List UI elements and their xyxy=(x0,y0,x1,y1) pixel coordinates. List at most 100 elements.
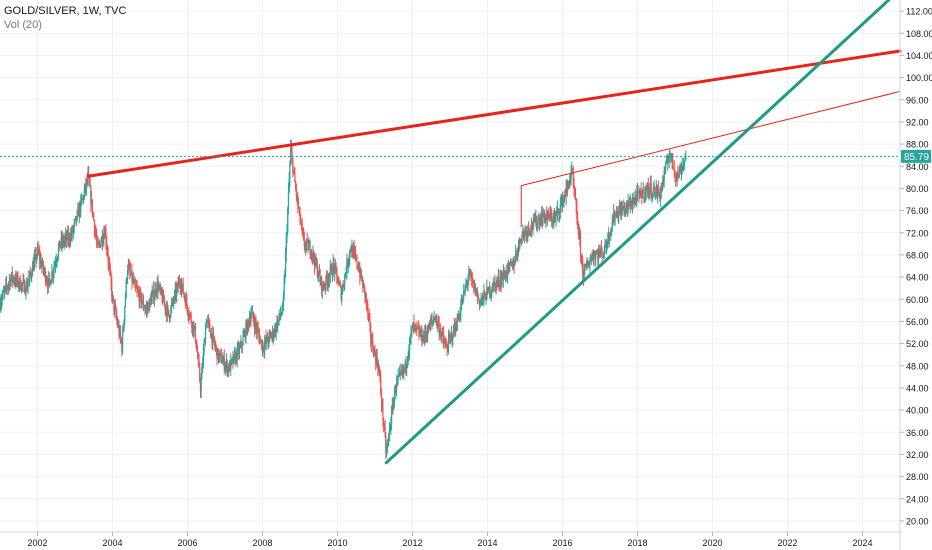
candle-body xyxy=(516,253,518,256)
candle-body xyxy=(25,285,27,294)
candle-body xyxy=(263,349,265,350)
candle-body xyxy=(507,264,510,266)
candle-body xyxy=(475,289,477,295)
candle-body xyxy=(144,308,146,310)
candle-body xyxy=(610,229,612,236)
candle-body xyxy=(625,204,627,210)
candle-body xyxy=(309,243,311,255)
price-axis[interactable]: 20.00 24.00 28.00 32.00 36.00 40.00 44.00 48.00… xyxy=(900,7,932,527)
candle-body xyxy=(22,281,24,285)
candle-body xyxy=(420,329,422,336)
candle-body xyxy=(528,226,530,230)
candle-body xyxy=(163,302,166,304)
candle-body xyxy=(89,184,91,188)
candle-body xyxy=(129,266,131,272)
candle-body xyxy=(223,357,225,369)
candle-body xyxy=(682,165,684,167)
candle-body xyxy=(120,337,122,342)
candle-body xyxy=(176,283,179,288)
candle-body xyxy=(504,275,506,279)
candle-body xyxy=(581,256,583,261)
candle-body xyxy=(149,299,151,301)
candle-body xyxy=(268,333,270,343)
candle-body xyxy=(410,331,412,337)
candle-body xyxy=(123,319,125,328)
candle-body xyxy=(406,363,408,369)
candle-body xyxy=(132,278,134,282)
candle-body xyxy=(236,348,238,361)
trendline-support[interactable] xyxy=(384,0,891,465)
candle-body xyxy=(187,312,189,316)
candle-body xyxy=(561,196,563,202)
candle-body xyxy=(453,325,455,338)
candle-body xyxy=(525,230,527,232)
candle-body xyxy=(315,256,317,265)
candle-body xyxy=(404,361,406,370)
trendline-resistance-minor[interactable] xyxy=(520,90,901,187)
candle-body xyxy=(432,320,434,322)
candle-body xyxy=(4,287,6,291)
y-tick-label: 40.00 xyxy=(906,406,929,416)
candle-body xyxy=(403,368,405,372)
candle-body xyxy=(26,285,28,290)
candle-body xyxy=(626,203,628,205)
candle-body xyxy=(9,280,11,286)
candle-body xyxy=(494,283,497,290)
candle-body xyxy=(630,200,632,208)
candle-body xyxy=(415,325,417,327)
candle-body xyxy=(24,292,26,294)
candle-body xyxy=(97,242,99,245)
candle-body xyxy=(310,252,313,256)
candle-body xyxy=(377,364,379,371)
candle-body xyxy=(59,241,61,247)
candle-body xyxy=(284,274,286,283)
candle-body xyxy=(18,278,21,285)
time-axis[interactable]: 2002 2004 2006 2008 2010 2012 2014 2016 2018 2020… xyxy=(27,532,873,548)
candle-body xyxy=(574,188,576,196)
candle-body xyxy=(211,333,213,344)
candle-body xyxy=(110,273,112,284)
candle-body xyxy=(176,287,178,296)
candle-body xyxy=(636,191,639,193)
candle-body xyxy=(434,317,436,321)
candle-body xyxy=(390,424,392,430)
candle-body xyxy=(96,237,98,242)
candle-body xyxy=(384,427,386,437)
candle-body xyxy=(620,209,622,216)
candle-body xyxy=(343,284,345,287)
candle-body xyxy=(583,268,585,279)
candle-body xyxy=(17,276,19,286)
candle-body xyxy=(483,291,485,300)
candle-body xyxy=(224,366,226,369)
candle-body xyxy=(449,337,451,339)
x-tick-label: 2004 xyxy=(102,538,122,548)
candle-body xyxy=(485,299,487,301)
candle-body xyxy=(589,260,591,265)
candle-body xyxy=(256,328,259,332)
volume-indicator-title[interactable]: Vol (20) xyxy=(4,19,42,31)
trendline-resistance-major[interactable] xyxy=(86,49,902,178)
candle-body xyxy=(297,195,299,206)
y-tick-label: 100.00 xyxy=(906,73,932,83)
candle-body xyxy=(328,275,331,281)
candle-body xyxy=(191,322,194,328)
candle-body xyxy=(497,276,499,281)
symbol-title[interactable]: GOLD/SILVER, 1W, TVC xyxy=(4,5,127,17)
candle-body xyxy=(655,187,657,195)
candle-body xyxy=(326,279,329,284)
candle-body xyxy=(155,292,158,294)
candle-body xyxy=(26,286,29,290)
candle-body xyxy=(669,155,671,156)
candle-body xyxy=(91,199,93,214)
y-tick-label: 64.00 xyxy=(906,273,929,283)
candle-body xyxy=(276,322,278,329)
candle-body xyxy=(235,353,238,361)
candle-body xyxy=(301,223,303,230)
candle-body xyxy=(503,272,505,276)
candle-body xyxy=(342,285,344,287)
candle-body xyxy=(248,319,251,326)
candle-body xyxy=(574,195,577,200)
candle-body xyxy=(96,241,98,243)
candle-body xyxy=(227,366,229,373)
